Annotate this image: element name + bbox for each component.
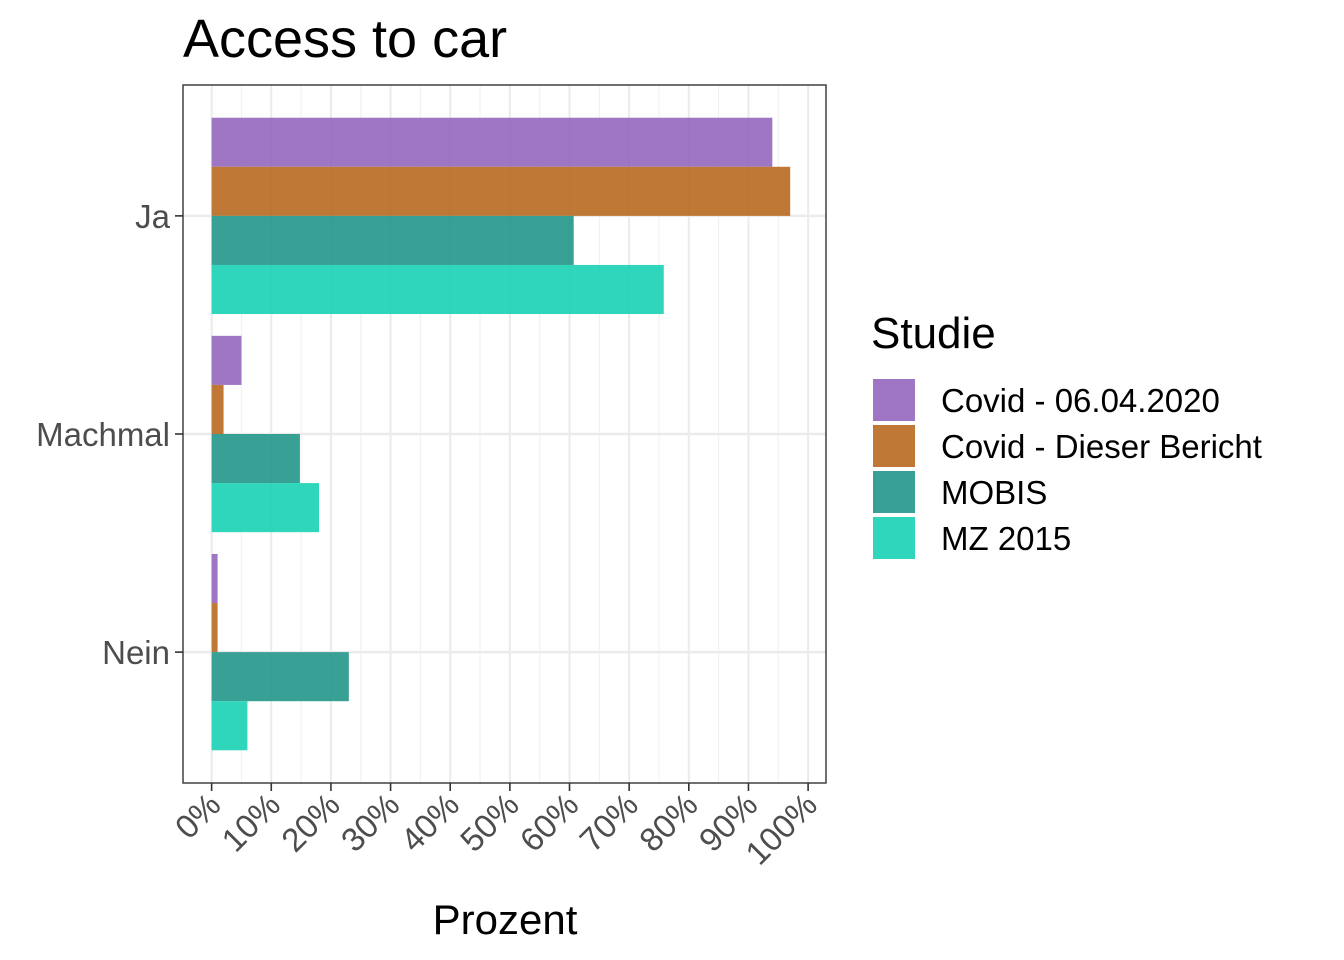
bars [211,117,791,751]
x-tick-label: 10% [214,786,287,859]
bar-ja-1 [211,166,791,216]
y-tick-label: Ja [135,198,171,235]
legend-key [873,471,915,513]
x-tick-label: 60% [513,786,586,859]
bar-nein-1 [211,603,218,653]
x-axis: 0%10%20%30%40%50%60%70%80%90%100% [168,783,824,872]
legend-key [873,517,915,559]
legend-label: MZ 2015 [941,520,1071,557]
x-axis-title: Prozent [433,896,578,943]
x-tick-label: 40% [393,786,466,859]
bar-ja-2 [211,215,574,265]
bar-machmal-2 [211,434,300,484]
chart-title: Access to car [183,9,507,69]
bar-ja-0 [211,117,773,167]
y-axis: Ja Machmal Nein [36,198,183,671]
x-tick-label: 80% [632,786,705,859]
legend: Studie Covid - 06.04.2020 Covid - Dieser … [871,309,1262,559]
y-tick-label: Machmal [36,416,170,453]
bar-nein-3 [211,701,248,751]
legend-label: Covid - 06.04.2020 [941,382,1220,419]
bar-ja-3 [211,264,664,315]
y-tick-label: Nein [102,634,170,671]
legend-key [873,425,915,467]
x-tick-label: 70% [572,786,645,859]
x-tick-label: 20% [274,786,347,859]
legend-key [873,379,915,421]
bar-nein-0 [211,553,218,604]
x-tick-label: 50% [453,786,526,859]
bar-nein-2 [211,652,349,702]
bar-machmal-1 [211,384,224,434]
legend-label: MOBIS [941,474,1047,511]
bar-machmal-3 [211,483,319,533]
x-tick-label: 30% [334,786,407,859]
legend-label: Covid - Dieser Bericht [941,428,1262,465]
bar-machmal-0 [211,335,242,385]
legend-title: Studie [871,309,996,358]
